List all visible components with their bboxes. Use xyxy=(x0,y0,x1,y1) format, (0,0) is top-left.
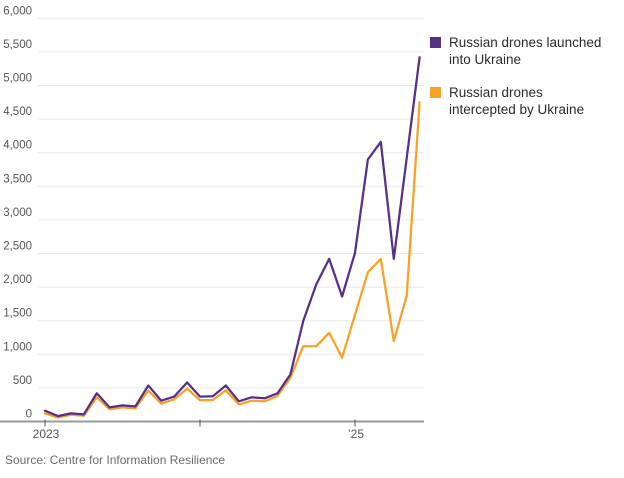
gridline-group xyxy=(38,17,424,389)
y-axis-tick-label: 5,000 xyxy=(3,73,32,85)
y-axis-tick-label: 4,000 xyxy=(3,140,32,152)
legend-label-launched-line2: into Ukraine xyxy=(449,52,522,67)
y-axis-tick-label: 1,500 xyxy=(3,308,32,320)
legend-label-intercepted-line2: intercepted by Ukraine xyxy=(449,102,585,117)
intercepted-series-swatch-icon xyxy=(430,87,441,98)
legend-label-launched: Russian drones launched into Ukraine xyxy=(449,34,601,68)
legend-item-launched: Russian drones launched into Ukraine xyxy=(430,34,620,68)
launched-series-swatch-icon xyxy=(430,37,441,48)
x-axis-tick-label: ’25 xyxy=(348,427,364,441)
legend-label-intercepted: Russian drones intercepted by Ukraine xyxy=(449,84,584,118)
source-attribution: Source: Centre for Information Resilienc… xyxy=(5,453,226,467)
legend: Russian drones launched into Ukraine Rus… xyxy=(430,34,620,134)
y-axis-tick-label: 500 xyxy=(13,375,32,387)
y-axis-tick-label: 2,500 xyxy=(3,241,32,253)
intercepted-series-line xyxy=(43,101,421,419)
y-axis-tick-label: 1,000 xyxy=(3,341,32,353)
y-axis-tick-label: 5,500 xyxy=(3,39,32,51)
legend-label-launched-line1: Russian drones launched xyxy=(449,35,602,50)
y-axis-tick-label: 2,000 xyxy=(3,274,32,286)
y-axis-labels: 0 500 1,000 1,500 2,000 2,500 3,000 3,500 4,000 4… xyxy=(3,5,32,420)
y-axis-tick-label: 3,000 xyxy=(3,207,32,219)
legend-label-intercepted-line1: Russian drones xyxy=(449,85,543,100)
y-axis-tick-label: 6,000 xyxy=(3,5,32,17)
x-axis-labels: 2023 ’25 xyxy=(33,427,365,441)
y-axis-tick-label: 3,500 xyxy=(3,173,32,185)
y-axis-tick-label: 0 xyxy=(26,409,32,421)
x-axis-ticks xyxy=(44,419,356,427)
x-axis-tick-label: 2023 xyxy=(33,427,60,441)
legend-item-intercepted: Russian drones intercepted by Ukraine xyxy=(430,84,620,118)
launched-series-line xyxy=(43,56,421,418)
y-axis-tick-label: 4,500 xyxy=(3,106,32,118)
